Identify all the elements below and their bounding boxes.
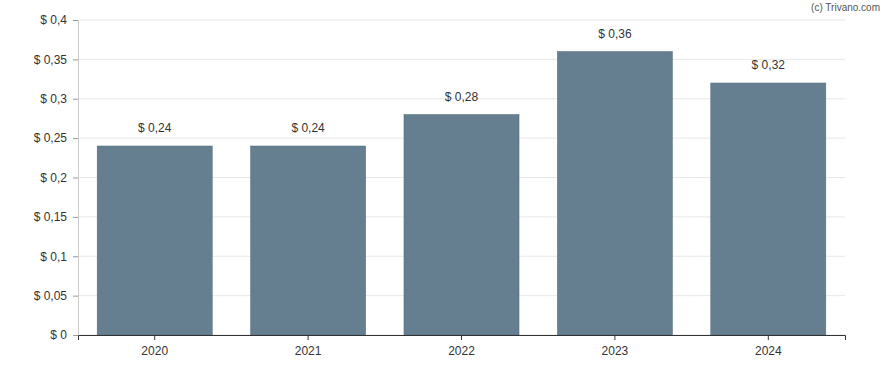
x-tick-label: 2020 [141, 344, 168, 358]
y-tick-label: $ 0,15 [34, 210, 68, 224]
y-tick-label: $ 0 [50, 328, 67, 342]
plot: $ 0 $ 0,05 $ 0,1 $ 0,15 $ 0,2 $ 0,25 $ 0,3 $ 0,… [34, 13, 846, 357]
y-tick: $ 0,15 [34, 210, 78, 224]
data-labels: $ 0,24 $ 0,24 $ 0,28 $ 0,36 $ 0,32 [138, 27, 785, 136]
x-tick: 2020 [141, 335, 168, 358]
data-label: $ 0,36 [598, 27, 632, 41]
annotation: (c) Trivano.com [811, 2, 880, 13]
x-tick-label: 2021 [295, 344, 322, 358]
data-label: $ 0,32 [752, 58, 786, 72]
grid [78, 20, 845, 335]
x-tick-mark [154, 335, 155, 340]
bar [557, 52, 672, 336]
y-axis-line [73, 21, 79, 336]
x-axis: 2020 2021 2022 2023 2024 [79, 335, 846, 358]
y-tick: $ 0,25 [34, 131, 78, 145]
y-tick-mark [73, 256, 78, 257]
chart: $ 0 $ 0,05 $ 0,1 $ 0,15 $ 0,2 $ 0,25 $ 0,3 $ 0,… [0, 0, 888, 370]
data-label: $ 0,28 [445, 90, 479, 104]
data-label: $ 0,24 [138, 121, 172, 135]
y-tick-label: $ 0,4 [40, 13, 67, 27]
data-label: $ 0,24 [291, 121, 325, 135]
y-tick-mark [73, 335, 78, 336]
x-tick-mark [768, 335, 769, 340]
x-tick: 2024 [755, 335, 782, 358]
y-tick-mark [73, 296, 78, 297]
grid-line [78, 20, 845, 21]
y-tick: $ 0,3 [40, 92, 78, 106]
y-tick-label: $ 0,25 [34, 131, 68, 145]
x-tick: 2022 [448, 335, 475, 358]
y-tick-label: $ 0,1 [40, 250, 67, 264]
x-tick-mark [308, 335, 309, 340]
y-tick: $ 0 [50, 328, 78, 342]
y-tick-label: $ 0,35 [34, 53, 68, 67]
bar [711, 83, 826, 335]
y-tick-mark [73, 99, 78, 100]
y-tick-label: $ 0,3 [40, 92, 67, 106]
y-tick: $ 0,05 [34, 289, 78, 303]
x-tick-label: 2024 [755, 344, 782, 358]
y-tick: $ 0,4 [40, 13, 78, 27]
y-tick: $ 0,1 [40, 250, 78, 264]
y-tick-mark [73, 217, 78, 218]
y-tick-label: $ 0,2 [40, 171, 67, 185]
x-tick-mark [461, 335, 462, 340]
bar [404, 115, 519, 336]
y-tick: $ 0,2 [40, 171, 78, 185]
x-axis-line [79, 336, 846, 341]
y-tick-mark [73, 59, 78, 60]
bars [97, 52, 826, 336]
y-tick: $ 0,35 [34, 53, 78, 67]
x-tick: 2021 [295, 335, 322, 358]
x-tick-label: 2023 [602, 344, 629, 358]
bar [251, 146, 366, 335]
y-tick-mark [73, 138, 78, 139]
x-tick: 2023 [602, 335, 629, 358]
x-tick-mark [614, 335, 615, 340]
y-tick-mark [73, 20, 78, 21]
x-tick-label: 2022 [448, 344, 475, 358]
y-axis: $ 0 $ 0,05 $ 0,1 $ 0,15 $ 0,2 $ 0,25 $ 0,3 $ 0,… [34, 13, 79, 342]
y-tick-label: $ 0,05 [34, 289, 68, 303]
grid-line [78, 59, 845, 60]
bar [97, 146, 212, 335]
y-tick-mark [73, 178, 78, 179]
